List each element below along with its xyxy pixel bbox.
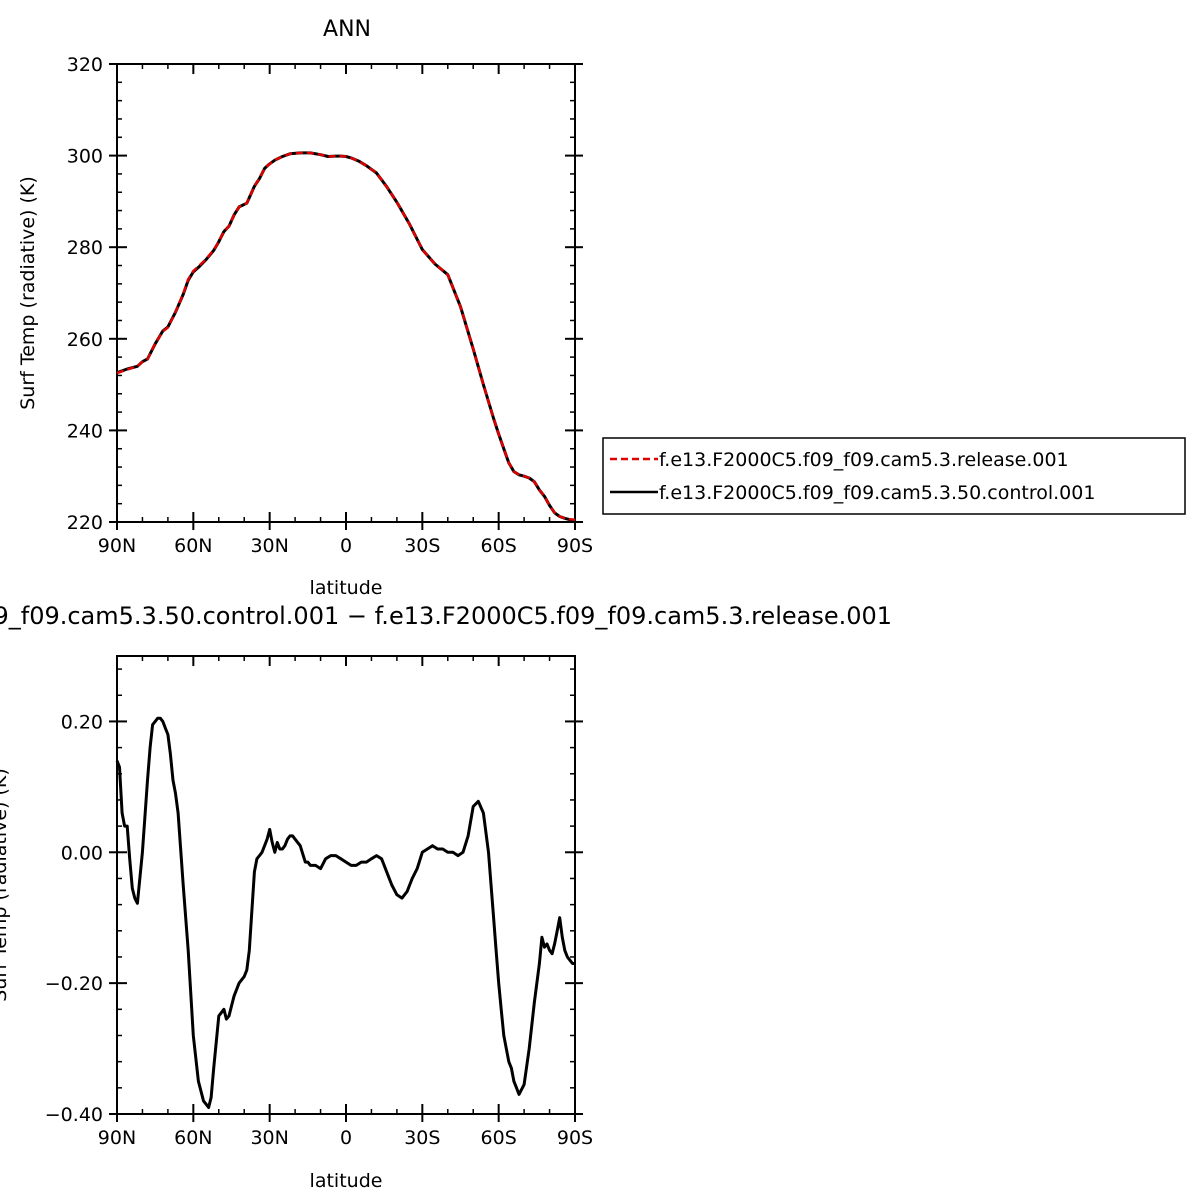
top-series-line-0: [116, 151, 576, 521]
top-y-tick-label: 300: [67, 146, 103, 168]
top-axis-ticks: 90N 60N 30N 0 30S 60S 90S 220 240 260 280 300 320: [67, 54, 593, 557]
top-series-group: [116, 151, 576, 522]
legend-label-release: f.e13.F2000C5.f09_f09.cam5.3.release.001: [659, 449, 1069, 471]
bottom-axis-ticks: 90N 60N 30N 0 30S 60S 90S −0.40 −0.20 0.00 0.20: [45, 656, 593, 1149]
bottom-y-tick-label: −0.40: [45, 1104, 103, 1126]
bottom-panel: f.e13.F2000C5.f09_f09.cam5.3.50.control.…: [0, 602, 892, 1192]
top-x-tick-label: 90N: [98, 535, 136, 557]
bottom-series-line-0: [115, 716, 575, 1109]
bottom-y-tick-label: −0.20: [45, 973, 103, 995]
top-x-tick-label: 30N: [250, 535, 288, 557]
bottom-x-tick-label: 60S: [481, 1127, 517, 1149]
top-x-tick-label: 60S: [481, 535, 517, 557]
top-y-tick-label: 240: [67, 420, 103, 442]
top-x-tick-label: 60N: [174, 535, 212, 557]
top-x-tick-label: 30S: [404, 535, 440, 557]
top-title: ANN: [323, 17, 371, 42]
legend-label-control: f.e13.F2000C5.f09_f09.cam5.3.50.control.…: [659, 482, 1095, 504]
top-y-tick-label: 280: [67, 237, 103, 259]
bottom-y-axis-label: Surf Temp (radiative) (K): [0, 768, 11, 1002]
bottom-series-group: [115, 716, 575, 1109]
bottom-x-tick-label: 90S: [557, 1127, 593, 1149]
top-x-axis-label: latitude: [310, 577, 383, 599]
bottom-x-tick-label: 60N: [174, 1127, 212, 1149]
top-panel: ANN 90N 60N 30N 0 30S 60S 90S 220 240 260 280 300 32…: [17, 17, 1186, 599]
legend: f.e13.F2000C5.f09_f09.cam5.3.release.001…: [602, 437, 1186, 515]
legend-box: [602, 437, 1186, 515]
top-series-line-1: [116, 151, 576, 522]
bottom-x-tick-label: 30S: [404, 1127, 440, 1149]
bottom-x-tick-label: 30N: [250, 1127, 288, 1149]
bottom-x-axis-label: latitude: [310, 1170, 383, 1192]
bottom-x-tick-label: 0: [340, 1127, 352, 1149]
bottom-x-tick-label: 90N: [98, 1127, 136, 1149]
top-x-tick-label: 90S: [557, 535, 593, 557]
top-y-tick-label: 320: [67, 54, 103, 76]
top-y-tick-label: 220: [67, 512, 103, 534]
bottom-title: f.e13.F2000C5.f09_f09.cam5.3.50.control.…: [0, 602, 892, 630]
top-x-tick-label: 0: [340, 535, 352, 557]
top-y-axis-label: Surf Temp (radiative) (K): [17, 176, 39, 410]
top-y-tick-label: 260: [67, 329, 103, 351]
bottom-y-tick-label: 0.20: [61, 711, 103, 733]
bottom-y-tick-label: 0.00: [61, 842, 103, 864]
